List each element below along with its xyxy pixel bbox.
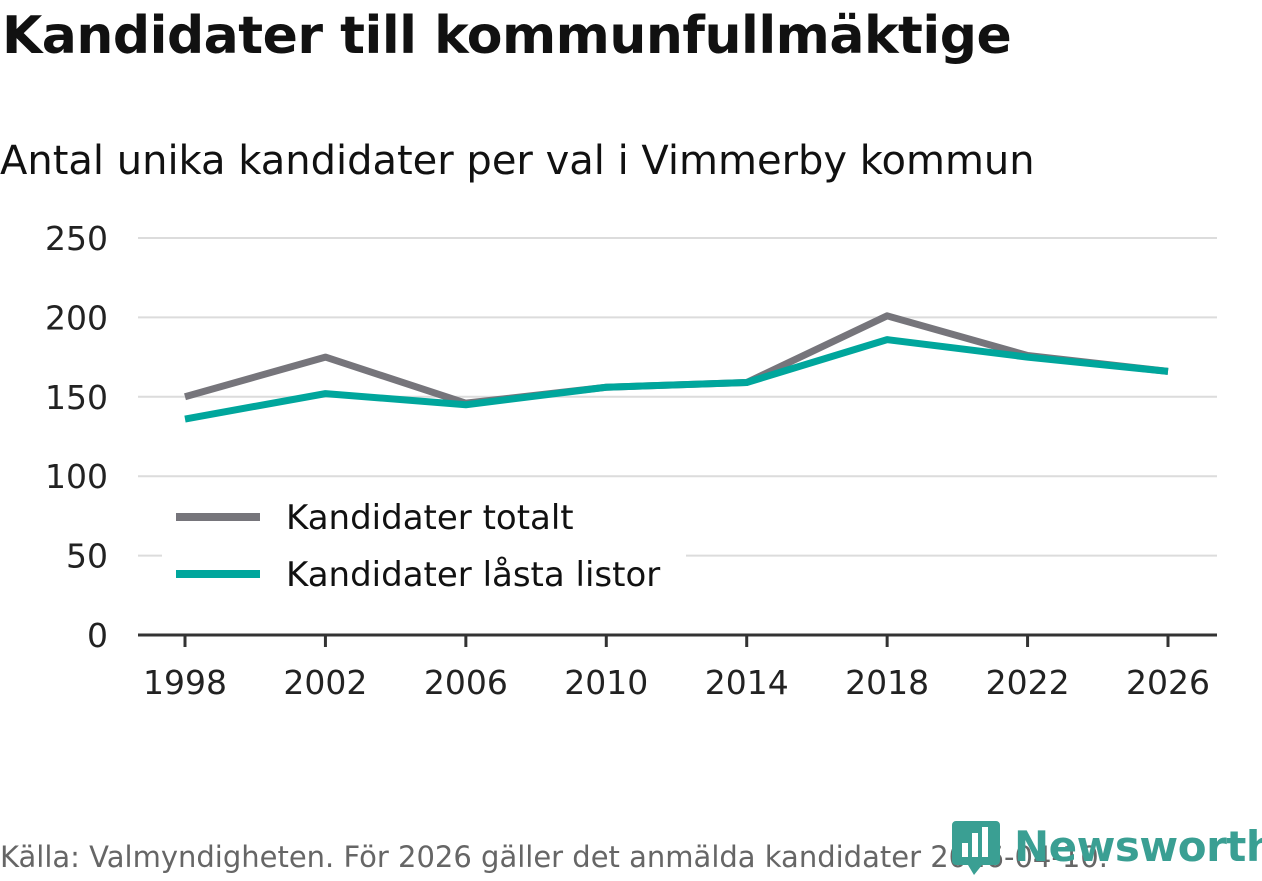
x-axis: 1998 2002 2006 2010 2014 2018 2022 2026	[138, 633, 1217, 702]
legend-background	[162, 488, 686, 606]
legend: Kandidater totalt Kandidater låsta listor	[162, 488, 686, 606]
y-tick-label-100: 100	[45, 457, 108, 496]
y-tick-label-150: 150	[45, 378, 108, 417]
y-axis-ticks: 0 50 100 150 200 250	[45, 219, 108, 655]
legend-label-total: Kandidater totalt	[286, 498, 574, 538]
x-tick-label-2006: 2006	[424, 663, 508, 702]
x-tick-label-2014: 2014	[705, 663, 789, 702]
x-tick-label-2018: 2018	[845, 663, 929, 702]
x-tick-label-1998: 1998	[143, 663, 227, 702]
y-tick-label-250: 250	[45, 219, 108, 258]
y-tick-label-50: 50	[66, 537, 108, 576]
chart-title: Kandidater till kommunfullmäktige	[2, 6, 1012, 66]
x-tick-label-2026: 2026	[1126, 663, 1210, 702]
newsworthy-logo: Newsworthy	[952, 818, 1262, 875]
x-tick-label-2002: 2002	[283, 663, 367, 702]
y-tick-label-0: 0	[87, 616, 108, 655]
series-lines	[184, 312, 1169, 423]
y-tick-label-200: 200	[45, 298, 108, 337]
legend-label-locked: Kandidater låsta listor	[286, 555, 660, 595]
source-note: Källa: Valmyndigheten. För 2026 gäller d…	[0, 840, 1108, 874]
x-tick-label-2010: 2010	[564, 663, 648, 702]
x-tick-label-2022: 2022	[986, 663, 1070, 702]
chart-subtitle: Antal unika kandidater per val i Vimmerb…	[0, 138, 1035, 184]
newsworthy-logo-text: Newsworthy	[1014, 821, 1262, 871]
newsworthy-logo-icon	[952, 819, 1000, 875]
series-line-locked	[184, 336, 1169, 423]
